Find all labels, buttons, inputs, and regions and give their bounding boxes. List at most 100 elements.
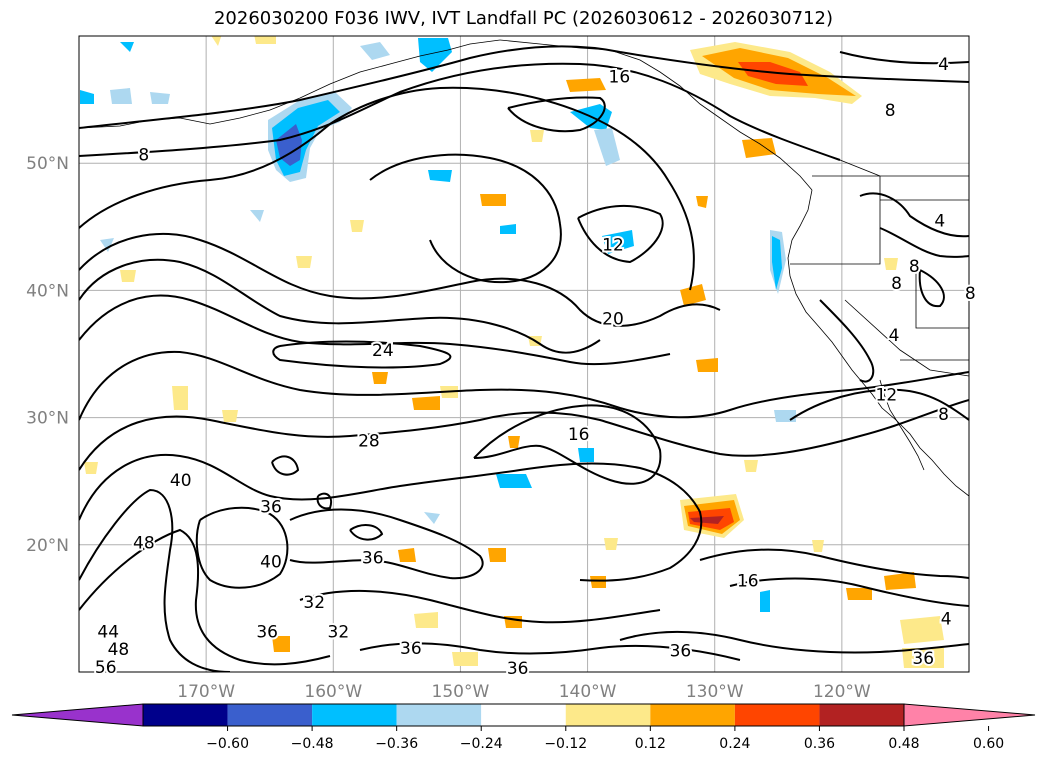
contour-label: 48 <box>108 640 130 660</box>
contour-label: 28 <box>358 431 380 451</box>
warm-shading-region <box>690 516 724 524</box>
colorbar-tick-label: 0.24 <box>719 736 750 752</box>
colorbar-segment <box>565 704 651 726</box>
blue-shading-region <box>772 236 782 290</box>
contour-label: 4 <box>889 326 900 346</box>
colorbar: −0.60 −0.48 −0.36 −0.24 −0.12 0.12 0.24 0.36 0.4… <box>11 703 1036 752</box>
colorbar-tick-label: 0.36 <box>804 736 835 752</box>
pc-shading <box>80 36 944 668</box>
colorbar-segment <box>481 704 566 726</box>
warm-shading-region <box>84 462 98 474</box>
iwv-contour <box>79 399 969 471</box>
iwv-contour <box>79 45 969 129</box>
blue-shading-region <box>424 512 440 524</box>
blue-shading-region <box>428 170 452 182</box>
iwv-contour <box>79 488 231 672</box>
contour-label: 4 <box>934 211 945 231</box>
state-border <box>839 159 881 177</box>
contour-label: 56 <box>95 658 117 678</box>
contour-label: 40 <box>260 552 282 572</box>
iwv-contour <box>272 340 452 369</box>
warm-shading-region <box>488 548 506 562</box>
alaska-coastline <box>499 39 813 191</box>
contour-label: 8 <box>138 145 149 165</box>
colorbar-segment <box>819 704 904 726</box>
warm-shading-region <box>900 616 944 644</box>
contour-label: 16 <box>609 68 631 88</box>
contour-label: 8 <box>891 274 902 294</box>
blue-shading-region <box>578 448 594 462</box>
lat-tick-label: 40°N <box>26 281 69 301</box>
lon-tick-label: 160°W <box>304 682 362 702</box>
baja-coastline <box>879 379 925 471</box>
contour-label: 36 <box>670 641 692 661</box>
contour-label: 16 <box>737 571 759 591</box>
warm-shading-region <box>884 258 898 270</box>
lon-tick-label: 150°W <box>432 682 490 702</box>
contour-label: 24 <box>372 341 394 361</box>
iwv-contours <box>79 45 969 672</box>
warm-shading-region <box>530 130 544 142</box>
warm-shading-region <box>884 572 916 590</box>
contour-label: 4 <box>941 610 952 630</box>
warm-shading-region <box>480 194 506 206</box>
contour-label: 36 <box>400 639 422 659</box>
blue-shading-region <box>496 474 532 488</box>
lat-tick-label: 20°N <box>26 536 69 556</box>
colorbar-extend-low <box>11 703 144 727</box>
iwv-contour <box>819 299 875 383</box>
latitude-tick-labels: 50°N 40°N 30°N 20°N <box>26 154 69 556</box>
blue-shading-region <box>80 90 94 104</box>
colorbar-segment <box>312 704 397 726</box>
lon-tick-label: 170°W <box>177 682 235 702</box>
contour-label: 32 <box>303 593 325 613</box>
colorbar-outline <box>142 703 905 727</box>
colorbar-tick-label: −0.60 <box>206 736 249 752</box>
contour-label: 20 <box>602 309 624 329</box>
warm-shading-region <box>566 78 606 92</box>
iwv-contour <box>79 528 331 666</box>
warm-shading-region <box>296 256 312 268</box>
iwv-contour <box>195 506 289 589</box>
blue-shading-region <box>760 590 770 612</box>
warm-shading-region <box>412 396 440 410</box>
lon-tick-label: 140°W <box>559 682 617 702</box>
blue-shading-region <box>500 224 516 234</box>
blue-shading-region <box>602 230 634 254</box>
blue-shading-region <box>774 410 796 422</box>
contour-label: 36 <box>507 659 529 679</box>
warm-shading-region <box>398 548 416 562</box>
lat-tick-label: 50°N <box>26 154 69 174</box>
warm-shading-region <box>452 652 478 666</box>
warm-shading-region <box>254 36 276 44</box>
warm-shading-region <box>742 138 776 158</box>
warm-shading-region <box>846 588 872 600</box>
colorbar-segment <box>227 704 313 726</box>
contour-label: 40 <box>170 471 192 491</box>
colorbar-extend-high <box>903 703 1036 727</box>
contour-label: 48 <box>133 533 155 553</box>
contour-label: 36 <box>260 498 282 518</box>
contour-label: 36 <box>912 649 934 669</box>
lat-tick-label: 30°N <box>26 409 69 429</box>
iwv-contour <box>316 492 332 510</box>
iwv-contour <box>79 258 601 354</box>
map-frame <box>78 35 970 673</box>
blue-shading-region <box>594 128 620 166</box>
contour-label: 36 <box>256 622 278 642</box>
contour-label: 8 <box>938 405 949 425</box>
iwv-contour <box>699 548 969 579</box>
blue-shading-region <box>250 210 264 222</box>
blue-shading-region <box>360 42 390 60</box>
iwv-contour <box>289 508 484 580</box>
warm-shading-region <box>738 62 808 86</box>
iwv-contour <box>577 204 664 264</box>
colorbar-tick-label: −0.24 <box>460 736 503 752</box>
blue-shading-region <box>276 124 302 166</box>
warm-shading-region <box>172 386 188 410</box>
state-border <box>915 264 969 329</box>
blue-shading-region <box>110 88 132 104</box>
iwv-contour <box>79 233 721 327</box>
warm-shading-region <box>590 576 606 588</box>
